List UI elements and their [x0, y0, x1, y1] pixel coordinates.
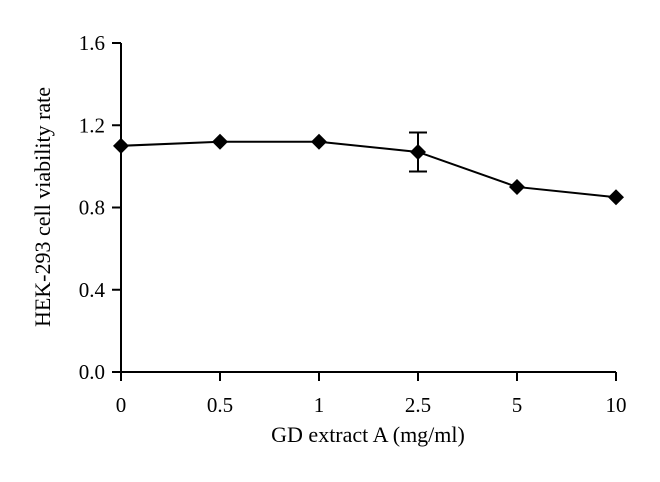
data-point — [311, 133, 327, 150]
plot-area — [113, 131, 624, 206]
x-axis-title: GD extract A (mg/ml) — [271, 422, 465, 447]
x-tick-label: 0 — [116, 393, 127, 417]
y-tick-label: 0.0 — [79, 360, 105, 384]
data-point — [410, 143, 426, 160]
y-tick-label: 0.4 — [79, 278, 106, 302]
x-tick-label: 5 — [512, 393, 523, 417]
data-point — [509, 178, 525, 195]
ticks: 0.0 0.4 0.8 1.2 1.6 0 0.5 1 2.5 5 10 — [79, 31, 627, 417]
x-tick-label: 2.5 — [405, 393, 431, 417]
data-point — [113, 137, 129, 154]
x-tick-label: 10 — [606, 393, 627, 417]
x-tick-label: 0.5 — [207, 393, 233, 417]
y-tick-label: 1.6 — [79, 31, 105, 55]
series-line — [120, 140, 617, 199]
y-tick-label: 1.2 — [79, 113, 105, 137]
x-tick-label: 1 — [314, 393, 325, 417]
data-point — [212, 133, 228, 150]
axes — [120, 43, 616, 373]
y-tick-label: 0.8 — [79, 196, 105, 220]
y-axis-title: HEK-293 cell viability rate — [30, 87, 55, 327]
data-point — [608, 189, 624, 206]
